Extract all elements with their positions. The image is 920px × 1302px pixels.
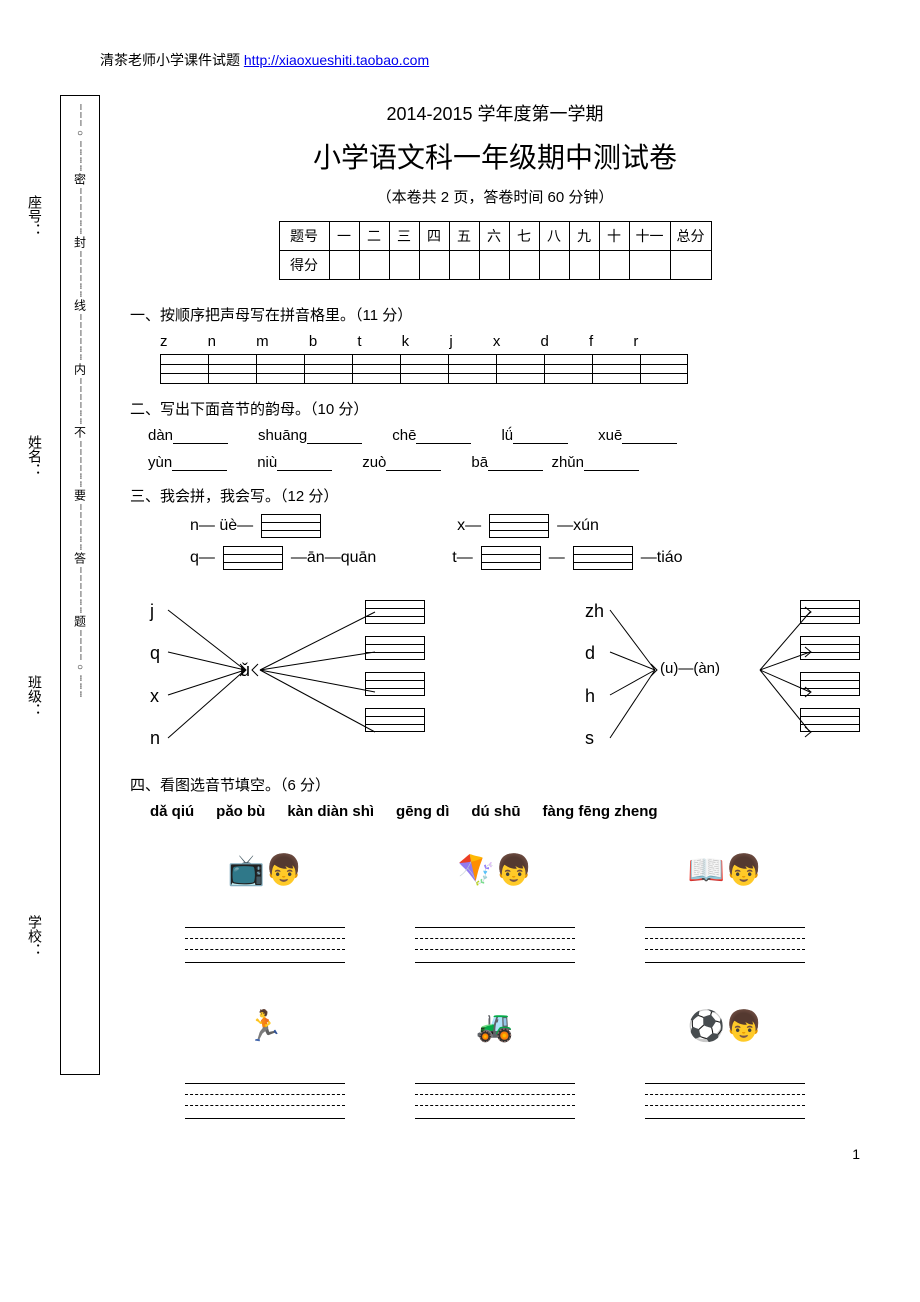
q4-answers-row2 [130, 1074, 860, 1122]
q2-heading: 二、写出下面音节的韵母。（10 分） [130, 398, 860, 419]
pic-run: 🏃 [195, 986, 335, 1066]
q4-wordbank: dǎ qiú pǎo bù kàn diàn shì gēng dì dú sh… [130, 803, 860, 820]
pic-tv: 📺👦 [195, 830, 335, 910]
q1-heading: 一、按顺序把声母写在拼音格里。（11 分） [130, 304, 860, 325]
header-url[interactable]: http://xiaoxueshiti.taobao.com [244, 52, 429, 68]
cell: 总分 [670, 222, 711, 251]
header-text: 清茶老师小学课件试题 [100, 52, 240, 68]
q2-row1: dàn shuāng chē lǘ xuē [130, 427, 860, 444]
cell-header: 题号 [279, 222, 329, 251]
q3-line1: n— üè— x——xún [130, 514, 860, 538]
binding-strip: ┄┄┄○┄┄┄┄ 密 ┄┄┄┄┄┄ 封 ┄┄┄┄┄┄ 线 ┄┄┄┄┄┄ 内 ┄┄… [60, 95, 100, 1075]
header-link: 清茶老师小学课件试题 http://xiaoxueshiti.taobao.co… [100, 50, 860, 70]
semester: 2014-2015 学年度第一学期 [130, 100, 860, 126]
page-number: 1 [852, 1146, 860, 1162]
cell: 十一 [629, 222, 670, 251]
q4-pics-row2: 🏃 🚜 ⚽👦 [130, 986, 860, 1066]
cell: 七 [509, 222, 539, 251]
pic-kite: 🪁👦 [425, 830, 565, 910]
cell: 九 [569, 222, 599, 251]
info-column: 学校： 班级： 姓名： 座号： [20, 100, 50, 1060]
q1-letters: z n m b t k j x d f r [130, 333, 860, 350]
q3-diagram-right: zh d h s (u)—(àn) [585, 590, 860, 760]
pic-read: 📖👦 [655, 830, 795, 910]
q4-answers-row1 [130, 918, 860, 966]
cell: 三 [389, 222, 419, 251]
table-row: 题号 一 二 三 四 五 六 七 八 九 十 十一 总分 [279, 222, 711, 251]
pic-ball: ⚽👦 [655, 986, 795, 1066]
cell: 四 [419, 222, 449, 251]
q3-heading: 三、我会拼，我会写。（12 分） [130, 485, 860, 506]
q2-row2: yùn niù zuò bā zhǔn [130, 454, 860, 471]
cell: 一 [329, 222, 359, 251]
cell: 十 [599, 222, 629, 251]
field-school: 学校： [25, 915, 45, 965]
cell-header: 得分 [279, 251, 329, 280]
field-class: 班级： [25, 675, 45, 725]
table-row: 得分 [279, 251, 711, 280]
q3-line2: q——ān—quān t———tiáo [130, 546, 860, 570]
field-seat: 座号： [25, 195, 45, 245]
subtitle: （本卷共 2 页，答卷时间 60 分钟） [130, 186, 860, 207]
cell: 六 [479, 222, 509, 251]
main-title: 小学语文科一年级期中测试卷 [130, 136, 860, 176]
field-name: 姓名： [25, 435, 45, 485]
pic-plow: 🚜 [425, 986, 565, 1066]
score-table: 题号 一 二 三 四 五 六 七 八 九 十 十一 总分 得分 [279, 221, 712, 280]
q4-heading: 四、看图选音节填空。（6 分） [130, 774, 860, 795]
q3-diagram-left: j q x n ǔ [150, 590, 425, 760]
title-block: 2014-2015 学年度第一学期 小学语文科一年级期中测试卷 （本卷共 2 页… [130, 100, 860, 207]
q3-diagram: j q x n ǔ [130, 590, 860, 760]
q4-pics-row1: 📺👦 🪁👦 📖👦 [130, 830, 860, 910]
q1-pinyin-grid [160, 354, 860, 384]
cell: 五 [449, 222, 479, 251]
cell: 二 [359, 222, 389, 251]
cell: 八 [539, 222, 569, 251]
